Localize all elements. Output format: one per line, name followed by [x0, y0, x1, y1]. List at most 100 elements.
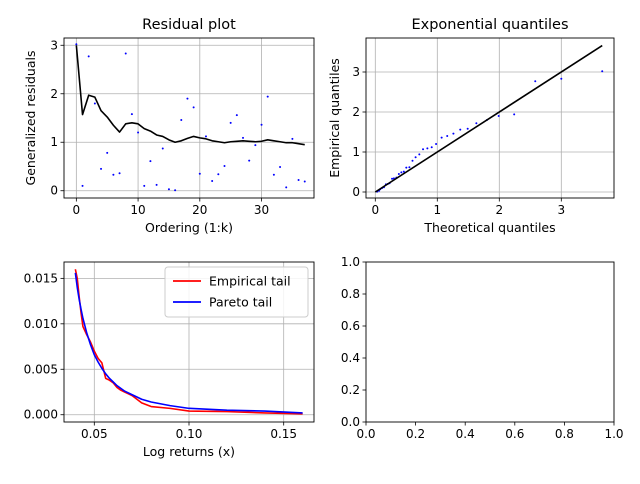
data-point — [426, 147, 429, 150]
data-point — [285, 186, 288, 189]
series-line-pareto-tail — [74, 272, 303, 414]
data-point — [118, 172, 121, 175]
data-point — [112, 173, 115, 176]
data-point — [414, 156, 417, 159]
x-tick-label: 1 — [433, 203, 441, 217]
data-point — [497, 115, 500, 117]
x-tick-label: 10 — [130, 203, 145, 217]
y-tick-label: 0.6 — [341, 319, 360, 333]
axes-frame — [365, 37, 615, 199]
y-tick-label: 0.0 — [341, 415, 360, 429]
x-tick-label: 0 — [371, 203, 379, 217]
axes-frame — [365, 261, 615, 423]
data-point — [223, 165, 226, 167]
series-line — [75, 45, 305, 146]
x-tick-label: 0.0 — [356, 427, 375, 441]
x-axis-label: Ordering (1:k) — [145, 220, 233, 235]
data-point — [303, 180, 306, 183]
data-point — [446, 135, 449, 137]
data-point — [248, 159, 251, 162]
data-point — [186, 97, 189, 100]
y-tick-label: 0.015 — [24, 271, 58, 285]
data-point — [174, 189, 177, 192]
data-point — [229, 121, 232, 124]
data-point — [452, 132, 455, 135]
legend-box — [164, 266, 309, 318]
data-point — [297, 179, 300, 182]
x-tick-label: 0.4 — [456, 427, 475, 441]
data-point — [400, 171, 403, 174]
data-point — [601, 70, 604, 73]
data-point — [411, 159, 414, 162]
y-axis-label: Generalized residuals — [23, 51, 38, 186]
data-point — [459, 128, 462, 131]
x-axis-label: Theoretical quantiles — [423, 220, 555, 235]
data-point — [161, 147, 164, 150]
y-tick-label: 2 — [50, 87, 58, 101]
data-point — [180, 118, 183, 121]
chart-panel-3: 0.05 0.10 0.15 0.000 0.005 0.010 0.015 Log retu… — [24, 261, 315, 459]
data-point — [272, 173, 275, 176]
y-tick-label: 0.4 — [341, 351, 360, 365]
data-point — [124, 52, 127, 55]
y-tick-label: 0.8 — [341, 287, 360, 301]
data-point — [167, 188, 170, 191]
y-tick-label: 1.0 — [341, 255, 360, 269]
data-point — [137, 131, 140, 134]
y-tick-label: 2 — [352, 105, 360, 119]
data-point — [149, 160, 152, 163]
chart-panel-2: 0 1 2 3 0 1 2 3 Exponential quantiles Theoretical… — [327, 17, 615, 235]
x-tick-label: 0.2 — [406, 427, 425, 441]
data-point — [402, 170, 405, 173]
y-tick-label: 0.000 — [24, 408, 58, 422]
data-point — [242, 136, 245, 139]
series-line-empirical-tail — [74, 269, 303, 415]
data-point — [106, 151, 109, 154]
x-tick-label: 3 — [557, 203, 565, 217]
data-point — [93, 102, 96, 105]
data-point — [291, 137, 294, 140]
axes-frame — [63, 37, 315, 199]
y-tick-label: 0.010 — [24, 317, 58, 331]
data-point — [217, 173, 220, 176]
chart-panel-1: 0 10 20 30 0 1 2 3 Residual plot Ordering (1:k) Ge… — [23, 17, 315, 235]
x-tick-label: 0.10 — [176, 427, 203, 441]
y-tick-label: 3 — [352, 65, 360, 79]
data-point — [435, 143, 438, 145]
x-tick-label: 0.6 — [505, 427, 524, 441]
data-point — [211, 180, 214, 183]
data-point — [422, 148, 425, 151]
data-point — [560, 77, 563, 80]
y-tick-label: 0 — [352, 185, 360, 199]
data-point — [75, 43, 78, 46]
data-point — [466, 127, 469, 130]
x-tick-label: 0.15 — [270, 427, 297, 441]
data-point — [100, 167, 103, 170]
y-tick-label: 1 — [352, 145, 360, 159]
data-point — [254, 144, 257, 147]
y-tick-label: 0.005 — [24, 362, 58, 376]
x-axis-label: Log returns (x) — [143, 444, 235, 459]
x-tick-label: 0.8 — [555, 427, 574, 441]
data-point — [397, 173, 400, 175]
x-tick-label: 1.0 — [604, 427, 623, 441]
legend-label: Empirical tail — [209, 274, 291, 289]
data-point — [266, 95, 269, 98]
data-point — [143, 184, 146, 187]
data-point — [405, 166, 408, 169]
data-point — [534, 80, 537, 83]
x-tick-label: 30 — [254, 203, 269, 217]
y-tick-label: 1 — [50, 135, 58, 149]
data-point — [130, 113, 133, 116]
chart-panel-4: 0.0 0.2 0.4 0.6 0.8 1.0 0.0 0.2 0.4 0.6 0.8 1.0 — [341, 255, 624, 441]
data-point — [408, 166, 411, 169]
y-tick-label: 0 — [50, 184, 58, 198]
data-point — [418, 153, 421, 156]
data-point — [391, 177, 394, 180]
data-point — [155, 183, 158, 186]
legend: Empirical tail Pareto tail — [164, 266, 309, 318]
chart-title: Exponential quantiles — [411, 17, 568, 33]
data-point — [260, 123, 263, 126]
